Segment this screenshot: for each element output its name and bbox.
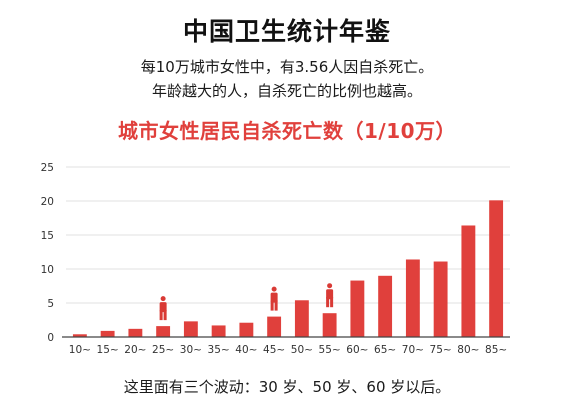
x-tick-label: 75~ bbox=[430, 344, 452, 356]
bar bbox=[100, 330, 115, 337]
bar bbox=[128, 328, 143, 337]
subtitle-line-1: 每10万城市女性中，有3.56人因自杀死亡。 bbox=[140, 58, 434, 76]
x-tick-label: 15~ bbox=[97, 344, 119, 356]
person-icon bbox=[270, 286, 278, 311]
x-tick-label: 40~ bbox=[235, 344, 257, 356]
y-tick-label: 15 bbox=[41, 230, 54, 242]
y-tick-label: 5 bbox=[47, 298, 54, 310]
footnote: 这里面有三个波动：30 岁、50 岁、60 岁以后。 bbox=[123, 378, 451, 396]
bar bbox=[433, 261, 448, 337]
y-tick-label: 25 bbox=[41, 162, 54, 174]
x-tick-label: 30~ bbox=[180, 344, 202, 356]
bar bbox=[239, 322, 254, 337]
bar bbox=[378, 275, 393, 337]
x-tick-label: 85~ bbox=[485, 344, 507, 356]
y-tick-label: 20 bbox=[41, 196, 54, 208]
x-tick-label: 35~ bbox=[208, 344, 230, 356]
x-tick-label: 70~ bbox=[402, 344, 424, 356]
y-tick-label: 10 bbox=[41, 264, 54, 276]
bar bbox=[405, 259, 420, 337]
bar bbox=[183, 321, 198, 337]
bar bbox=[489, 200, 504, 337]
bar bbox=[211, 325, 226, 337]
x-tick-label: 20~ bbox=[124, 344, 146, 356]
x-tick-label: 50~ bbox=[291, 344, 313, 356]
person-icon bbox=[326, 283, 334, 308]
y-axis-ticks: 0 5 10 15 20 25 bbox=[41, 162, 54, 344]
bar bbox=[322, 313, 337, 337]
bar bbox=[350, 280, 365, 337]
x-tick-label: 45~ bbox=[263, 344, 285, 356]
bar bbox=[461, 225, 476, 337]
x-tick-label: 55~ bbox=[319, 344, 341, 356]
bar bbox=[156, 326, 171, 337]
bar bbox=[72, 334, 87, 337]
annotation-icons bbox=[159, 283, 334, 321]
chart-title: 城市女性居民自杀死亡数（1/10万） bbox=[117, 119, 457, 143]
x-tick-label: 25~ bbox=[152, 344, 174, 356]
x-tick-label: 60~ bbox=[346, 344, 368, 356]
subtitle-line-2: 年龄越大的人，自杀死亡的比例也越高。 bbox=[151, 82, 422, 100]
y-tick-label: 0 bbox=[47, 332, 54, 344]
person-icon bbox=[159, 296, 167, 321]
x-axis-ticks: 10~ 15~ 20~ 25~ 30~ 35~ 40~ 45~ 50~ 55~ 60~ 65~ 70~ 7… bbox=[69, 344, 507, 356]
x-tick-label: 10~ bbox=[69, 344, 91, 356]
bars bbox=[72, 200, 504, 337]
bar bbox=[294, 300, 309, 337]
bar-chart: 0 5 10 15 20 25 10~ 15~ 20~ 25~ 30~ 35~ 40~ 45~ 50~ 55… bbox=[41, 162, 510, 356]
page-title: 中国卫生统计年鉴 bbox=[182, 17, 391, 46]
x-tick-label: 65~ bbox=[374, 344, 396, 356]
bar bbox=[267, 316, 282, 337]
x-tick-label: 80~ bbox=[457, 344, 479, 356]
